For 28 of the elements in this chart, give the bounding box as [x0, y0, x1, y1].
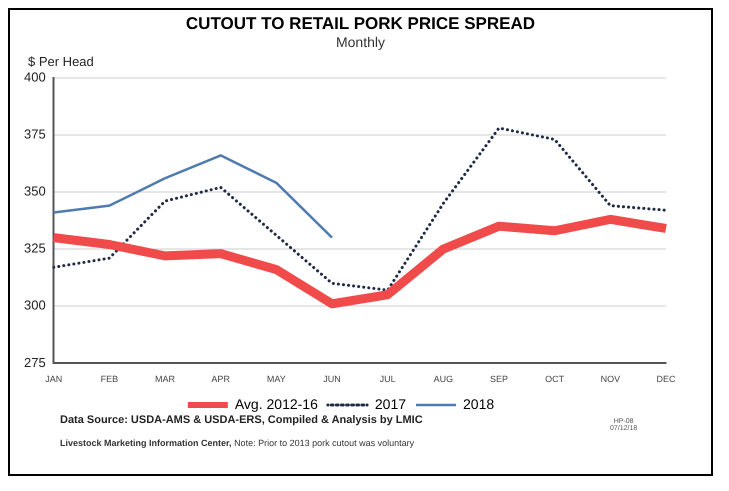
y-tick-label: 275: [24, 354, 46, 370]
source-note: Data Source: USDA-AMS & USDA-ERS, Compiled & Analysis by LMIC: [60, 414, 423, 426]
text: Livestock Marketing Information Center,: [60, 438, 232, 448]
x-tick-label: SEP: [490, 374, 508, 384]
x-tick-label: MAR: [155, 374, 176, 384]
x-tick-label: FEB: [100, 374, 118, 384]
y-tick-label: 300: [24, 298, 46, 313]
y-tick-label: 375: [24, 126, 46, 142]
text: Note: Prior to 2013 pork cutout was voluntary: [234, 438, 414, 448]
legend-label: 2017: [374, 396, 406, 412]
line-series: [52, 126, 668, 292]
y-tick-label: 325: [24, 240, 46, 256]
x-tick-label: DEC: [656, 374, 676, 384]
x-tick-label: OCT: [545, 374, 565, 384]
chart-subtitle: Monthly: [334, 34, 386, 50]
legend-label: Avg. 2012-16: [234, 396, 318, 412]
x-tick-label: JAN: [45, 374, 62, 384]
x-tick-label: JUN: [323, 374, 341, 384]
x-tick-label: NOV: [600, 374, 620, 384]
chart-title: CUTOUT TO RETAIL PORK PRICE SPREAD: [184, 14, 536, 34]
x-tick-label: JUL: [380, 374, 396, 384]
y-tick-label: 350: [24, 184, 46, 199]
y-axis-title: $ Per Head: [28, 54, 94, 69]
x-tick-label: APR: [211, 374, 230, 384]
legend-label: 2018: [463, 396, 494, 412]
y-tick-label: 400: [24, 69, 46, 84]
x-tick-label: AUG: [434, 374, 454, 384]
x-tick-label: MAY: [266, 374, 286, 384]
